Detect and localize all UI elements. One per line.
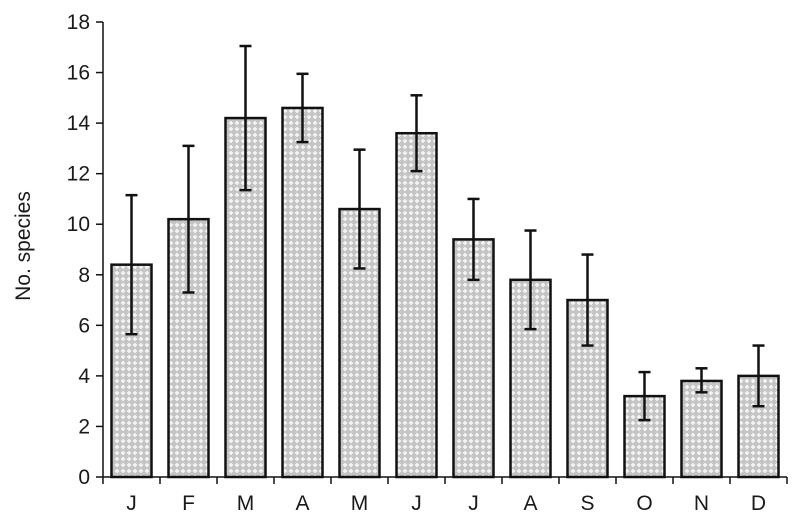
y-axis-label: No. species	[12, 191, 35, 301]
y-tick-label: 8	[78, 264, 90, 287]
x-tick-label: J	[126, 492, 137, 515]
x-tick-label: A	[523, 492, 537, 515]
x-tick-label: J	[411, 492, 422, 515]
y-tick-label: 6	[78, 314, 90, 337]
x-tick-label: J	[468, 492, 479, 515]
bar	[281, 106, 324, 479]
x-tick-label: A	[295, 492, 309, 515]
x-tick-label: S	[580, 492, 594, 515]
x-tick-label: M	[237, 492, 255, 515]
y-tick-label: 10	[67, 213, 90, 236]
y-tick-label: 0	[78, 466, 90, 489]
y-tick-label: 12	[67, 163, 90, 186]
x-tick-label: N	[694, 492, 709, 515]
y-tick-label: 14	[67, 112, 91, 135]
y-tick-label: 16	[67, 62, 90, 85]
y-tick-label: 4	[78, 365, 90, 388]
y-tick-label: 18	[67, 11, 90, 34]
plot-area: 0 2 4 6 8 10 12 14 16 18 J F M A M J J A S O N D	[67, 11, 788, 515]
x-tick-label: O	[636, 492, 652, 515]
y-tick-label: 2	[78, 415, 90, 438]
x-tick-label: F	[182, 492, 195, 515]
x-tick-label: M	[351, 492, 369, 515]
bar	[680, 379, 723, 479]
bar	[395, 131, 438, 479]
x-tick-label: D	[751, 492, 766, 515]
